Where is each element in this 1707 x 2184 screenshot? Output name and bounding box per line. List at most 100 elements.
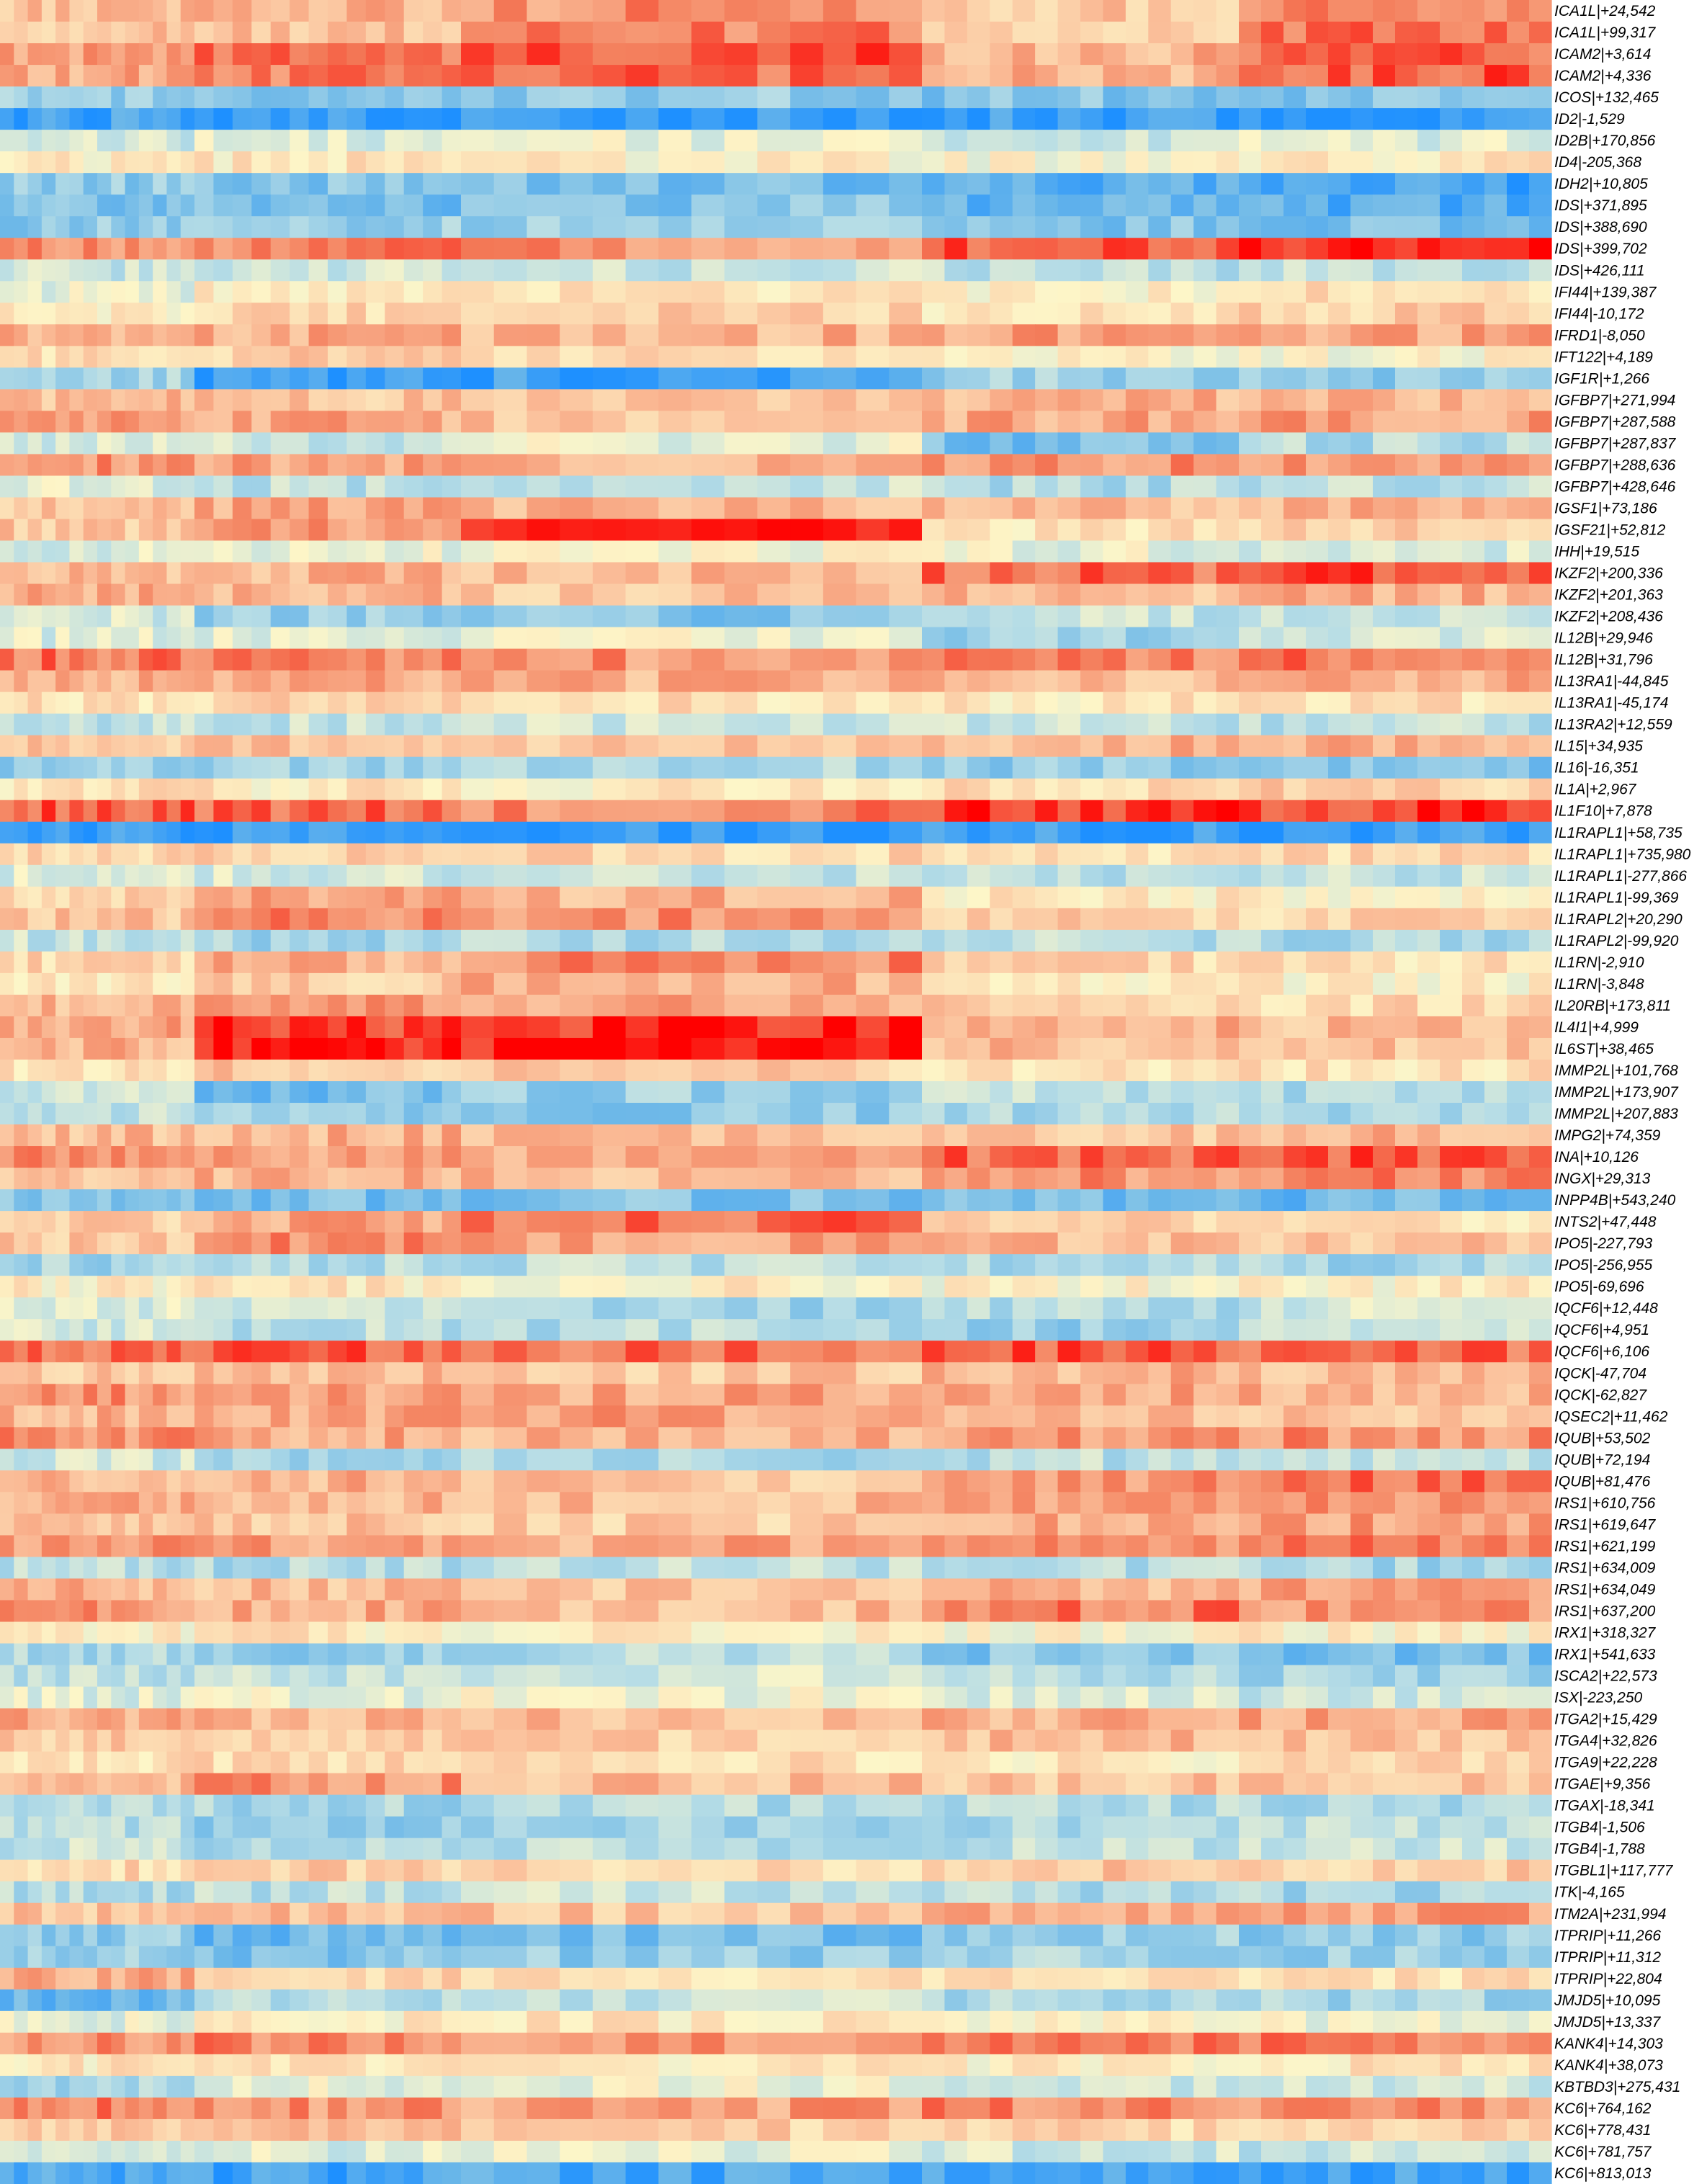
heatmap-cell	[1462, 1080, 1485, 1104]
heatmap-cell	[111, 1232, 126, 1255]
heatmap-cell	[592, 259, 627, 282]
heatmap-cell	[658, 194, 692, 217]
heatmap-cell	[442, 1427, 462, 1449]
heatmap-cell	[1462, 972, 1485, 995]
heatmap-cell	[990, 1211, 1013, 1233]
heatmap-cell	[442, 1016, 462, 1039]
heatmap-cell	[1103, 324, 1126, 346]
heatmap-cell	[691, 475, 725, 498]
heatmap-cell	[560, 432, 593, 455]
heatmap-cell	[125, 367, 140, 390]
heatmap-cell	[1440, 1254, 1463, 1276]
heatmap-cell	[27, 843, 42, 866]
heatmap-cell	[97, 821, 112, 844]
heatmap-cell	[1012, 605, 1036, 628]
heatmap-cell	[1529, 886, 1552, 909]
heatmap-cell	[194, 843, 215, 866]
heatmap-cell	[270, 454, 290, 477]
heatmap-cell	[1080, 130, 1104, 152]
heatmap-cell	[1417, 735, 1441, 758]
heatmap-cell	[213, 1427, 233, 1449]
heatmap-cell	[251, 303, 272, 325]
heatmap-cell	[1148, 108, 1172, 130]
heatmap-cell	[1328, 1427, 1351, 1449]
heatmap-cell	[153, 1037, 168, 1060]
heatmap-cell	[889, 1449, 923, 1471]
heatmap-cell	[125, 692, 140, 715]
heatmap-cell	[346, 519, 367, 542]
heatmap-cell	[1529, 1211, 1552, 1233]
heatmap-cell	[856, 1276, 890, 1298]
heatmap-cell	[346, 864, 367, 887]
heatmap-cell	[823, 367, 857, 390]
heatmap-cell	[757, 130, 791, 152]
heatmap-cell	[1103, 1492, 1126, 1514]
heatmap-cell	[1440, 1362, 1463, 1384]
heatmap-cell	[385, 972, 405, 995]
heatmap-cell	[251, 648, 272, 671]
heatmap-cell	[1012, 497, 1036, 520]
heatmap-cell	[1125, 1341, 1149, 1363]
heatmap-cell	[1283, 1189, 1307, 1212]
heatmap-cell	[55, 1211, 71, 1233]
heatmap-cell	[1507, 583, 1530, 607]
heatmap-cell	[625, 43, 659, 66]
heatmap-cell	[308, 972, 328, 995]
heatmap-cell	[856, 864, 890, 887]
heatmap-cell	[1328, 1405, 1351, 1428]
heatmap-cell	[990, 1168, 1013, 1190]
heatmap-cell	[385, 475, 405, 498]
heatmap-cell	[823, 1254, 857, 1276]
heatmap-cell	[1328, 929, 1351, 952]
heatmap-cell	[1125, 1016, 1149, 1039]
heatmap-cell	[724, 0, 758, 22]
heatmap-cell	[1012, 432, 1036, 455]
heatmap-cell	[365, 1016, 385, 1039]
heatmap-cell	[1216, 908, 1240, 931]
heatmap-cell	[180, 843, 195, 866]
heatmap-cell	[1057, 1297, 1081, 1320]
heatmap-cell	[153, 994, 168, 1017]
heatmap-cell	[0, 1341, 14, 1363]
heatmap-cell	[153, 1211, 168, 1233]
heatmap-cell	[1193, 173, 1217, 195]
heatmap-cell	[1350, 151, 1374, 174]
heatmap-cell	[385, 778, 405, 801]
heatmap-cell	[691, 800, 725, 823]
heatmap-cell	[889, 1276, 923, 1298]
heatmap-cell	[1125, 627, 1149, 650]
heatmap-cell	[1395, 648, 1418, 671]
heatmap-cell	[365, 1427, 385, 1449]
heatmap-cell	[625, 1124, 659, 1147]
heatmap-cell	[125, 1211, 140, 1233]
heatmap-cell	[346, 497, 367, 520]
heatmap-cell	[967, 1080, 990, 1104]
heatmap-cell	[0, 497, 14, 520]
heatmap-cell	[658, 281, 692, 303]
heatmap-cell	[1373, 1276, 1396, 1298]
heatmap-cell	[1125, 972, 1149, 995]
heatmap-cell	[990, 1103, 1013, 1125]
heatmap-cell	[1057, 1341, 1081, 1363]
heatmap-cell	[560, 692, 593, 715]
heatmap-cell	[125, 1405, 140, 1428]
heatmap-cell	[1170, 1297, 1194, 1320]
heatmap-cell	[27, 389, 42, 411]
heatmap-cell	[944, 778, 968, 801]
heatmap-cell	[592, 1080, 627, 1104]
heatmap-cell	[560, 605, 593, 628]
heatmap-cell	[493, 346, 528, 368]
heatmap-cell	[251, 908, 272, 931]
heatmap-cell	[944, 411, 968, 433]
heatmap-cell	[0, 324, 14, 346]
heatmap-cell	[180, 259, 195, 282]
heatmap-cell	[691, 108, 725, 130]
heatmap-cell	[461, 497, 495, 520]
heatmap-cell	[125, 562, 140, 585]
heatmap-cell	[560, 1513, 593, 1536]
heatmap-cell	[1035, 1059, 1059, 1082]
heatmap-cell	[724, 1232, 758, 1255]
heatmap-cell	[153, 367, 168, 390]
heatmap-cell	[1350, 497, 1374, 520]
heatmap-cell	[125, 864, 140, 887]
